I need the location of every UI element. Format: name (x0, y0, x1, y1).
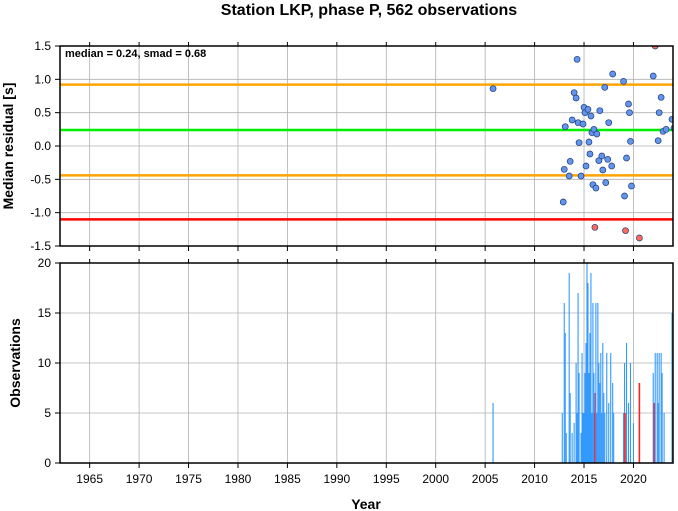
x-tick-label: 1970 (126, 472, 153, 486)
residual-point (625, 100, 632, 108)
grid (60, 45, 673, 247)
residual-point (559, 198, 567, 206)
x-tick-label: 2010 (521, 472, 548, 486)
residual-point (565, 172, 573, 180)
x-tick-label: 2000 (422, 472, 449, 486)
residual-point (577, 172, 585, 180)
y-tick-label: 0.0 (34, 139, 51, 153)
residual-point (670, 124, 673, 132)
residual-point (566, 157, 574, 165)
residual-point (657, 93, 665, 101)
observations-panel: 1965 1970 1975 1980 1985 1990 1995 2000 2005 2010… (38, 256, 674, 486)
residual-point (654, 137, 662, 145)
chart-title: Station LKP, phase P, 562 observations (221, 2, 518, 19)
x-tick-label: 2020 (620, 472, 647, 486)
residual-point (587, 112, 595, 120)
y-tick-label: 5 (44, 406, 51, 420)
residual-point (592, 184, 600, 192)
residual-point (605, 119, 613, 127)
residual-point (602, 179, 610, 187)
residual-point (572, 94, 580, 102)
residual-point (609, 70, 617, 78)
residual-point (575, 139, 583, 147)
plot-area (60, 46, 673, 242)
x-axis-label: Year (351, 496, 381, 511)
y-tick-label: 20 (38, 256, 52, 270)
x-tick-label: 1980 (225, 472, 252, 486)
residual-point (662, 125, 670, 133)
residual-point (620, 77, 627, 85)
y-tick-label: 1.5 (34, 39, 51, 53)
x-tick-label: 1985 (274, 472, 301, 486)
median-residual-panel: -1.5 -1.0 -0.5 0.0 0.5 1.0 1.5 (30, 39, 674, 253)
residual-point (593, 130, 601, 138)
residual-point (599, 166, 607, 174)
outlier-point (622, 227, 629, 235)
x-tick-label: 1995 (373, 472, 400, 486)
residual-point (573, 55, 581, 63)
x-tick-label: 1975 (175, 472, 202, 486)
y-tick-label: 1.0 (34, 72, 51, 86)
residual-point (590, 125, 598, 133)
y-tick-label: 10 (38, 356, 52, 370)
median-smad-annotation: median = 0.24, smad = 0.68 (65, 48, 206, 60)
residual-point (582, 162, 590, 170)
residual-point (627, 137, 634, 145)
y-tick-label: 0.5 (34, 106, 51, 120)
residual-point (595, 157, 603, 165)
y-axis-label-residual: Median residual [s] (0, 83, 16, 210)
outlier-point (636, 234, 643, 242)
y-axis-label-observations: Observations (7, 318, 23, 408)
plot-area (492, 263, 673, 463)
residual-point (626, 109, 633, 117)
residual-point (585, 138, 593, 146)
y-tick-label: -1.5 (30, 239, 51, 253)
x-tick-label: 2015 (571, 472, 598, 486)
residual-point (604, 155, 612, 163)
x-tick-label: 2005 (472, 472, 499, 486)
residual-point (621, 192, 628, 200)
x-tick-label: 1965 (76, 472, 103, 486)
residual-point (568, 116, 576, 124)
residual-point (586, 150, 594, 158)
residual-point (598, 152, 606, 160)
y-tick-label: -0.5 (30, 172, 51, 186)
residual-point (596, 107, 604, 115)
residual-point (668, 115, 673, 123)
residual-point (628, 182, 635, 190)
y-tick-label: 0 (44, 456, 51, 470)
x-tick-label: 1990 (323, 472, 350, 486)
y-tick-label: -1.0 (30, 206, 51, 220)
residual-point (584, 105, 592, 113)
residual-point (623, 154, 630, 162)
residual-point (649, 72, 657, 80)
residual-point (561, 123, 569, 131)
residual-point (608, 162, 616, 170)
residual-point (601, 83, 609, 91)
residual-point (655, 109, 663, 117)
residual-point (489, 85, 497, 93)
residual-point (579, 120, 587, 128)
residual-point (560, 165, 568, 173)
outlier-point (591, 223, 599, 231)
y-tick-label: 15 (38, 306, 52, 320)
